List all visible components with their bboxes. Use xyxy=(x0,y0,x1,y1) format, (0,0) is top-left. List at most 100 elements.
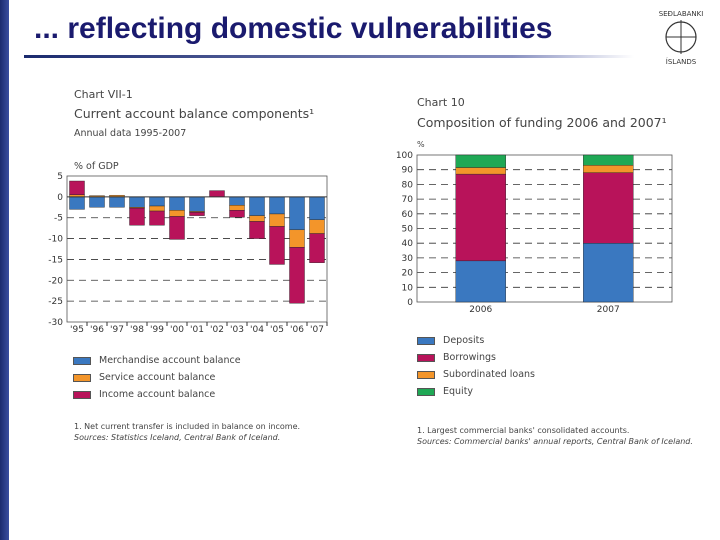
slide-title: ... reflecting domestic vulnerabilities xyxy=(34,12,553,45)
x-tick-label: '07 xyxy=(310,325,324,335)
svg-text:SEÐLABANKI: SEÐLABANKI xyxy=(659,10,704,18)
bar-segment xyxy=(289,247,305,304)
bar-segment xyxy=(169,210,185,217)
bar-segment xyxy=(69,196,85,210)
bar-segment xyxy=(269,196,285,215)
bar-segment xyxy=(309,219,325,234)
y-tick-label: -30 xyxy=(48,318,63,328)
chart2-label: Chart 10 xyxy=(417,96,465,109)
bar-segment xyxy=(309,196,325,221)
y-tick-label: -25 xyxy=(48,297,63,307)
bar-segment xyxy=(169,196,185,211)
slide-edge-bar xyxy=(0,0,9,540)
legend-item: Subordinated loans xyxy=(417,369,535,380)
y-tick-label: 80 xyxy=(402,180,414,190)
y-tick-label: 10 xyxy=(402,283,414,293)
y-tick-label: 100 xyxy=(396,151,413,161)
legend-swatch xyxy=(417,370,435,379)
central-bank-seal-logo: SEÐLABANKI ÍSLANDS xyxy=(659,10,704,66)
svg-text:ÍSLANDS: ÍSLANDS xyxy=(666,57,697,66)
legend-label: Borrowings xyxy=(443,352,496,363)
bar-segment xyxy=(455,260,506,303)
bar-segment xyxy=(229,205,245,211)
chart1-label: Chart VII-1 xyxy=(74,88,133,101)
plot-frame xyxy=(66,175,328,323)
bar-segment xyxy=(189,196,205,212)
chart1-plot: 5 0 -5 -10 -15 -20 -25 -30 '95 '96 '97 '98 '99 '00 '01… xyxy=(48,172,328,335)
x-tick-label: 2007 xyxy=(597,305,620,315)
y-tick-label: 20 xyxy=(402,269,414,279)
chart2-footnote: 1. Largest commercial banks' consolidate… xyxy=(417,426,630,435)
bar-segment xyxy=(583,154,634,166)
bar-segment xyxy=(269,226,285,265)
x-tick-label: '02 xyxy=(210,325,224,335)
chart1-source: Sources: Statistics Iceland, Central Ban… xyxy=(74,433,281,442)
bar-segment xyxy=(583,242,634,303)
y-tick-label: -5 xyxy=(54,214,63,224)
legend-item: Deposits xyxy=(417,335,484,346)
bar-segment xyxy=(249,215,265,222)
title-underline xyxy=(24,55,634,58)
x-tick-label: '97 xyxy=(110,325,124,335)
y-tick-label: 50 xyxy=(402,225,414,235)
x-tick-label: '05 xyxy=(270,325,284,335)
y-tick-label: 90 xyxy=(402,166,414,176)
bar-segment xyxy=(89,196,105,208)
bar-segment xyxy=(129,196,145,208)
x-tick-label: '06 xyxy=(290,325,304,335)
y-tick-label: 0 xyxy=(57,193,63,203)
bar-segment xyxy=(189,212,205,216)
y-tick-label: 30 xyxy=(402,254,414,264)
legend-label: Merchandise account balance xyxy=(99,355,241,366)
y-tick-label: 5 xyxy=(57,172,63,182)
legend-item: Borrowings xyxy=(417,352,496,363)
bar-segment xyxy=(209,190,225,198)
bar-segment xyxy=(455,154,506,168)
legend-item: Service account balance xyxy=(73,372,215,383)
bar-segment xyxy=(169,216,185,240)
bar-segment xyxy=(69,180,85,195)
y-tick-label: 60 xyxy=(402,210,414,220)
legend-label: Equity xyxy=(443,386,474,397)
bar-segment xyxy=(455,167,506,175)
bar-segment xyxy=(289,229,305,248)
bar-segment xyxy=(149,210,165,226)
legend-item: Income account balance xyxy=(73,389,215,400)
legend-swatch xyxy=(417,336,435,345)
legend-label: Service account balance xyxy=(99,372,216,383)
bar-segment xyxy=(583,172,634,244)
bar-segment xyxy=(309,233,325,263)
y-tick-label: -15 xyxy=(48,255,63,265)
x-tick-label: '99 xyxy=(150,325,164,335)
bar-segment xyxy=(149,196,165,207)
legend-swatch xyxy=(73,356,91,365)
legend-item: Equity xyxy=(417,386,473,397)
y-tick-label: 40 xyxy=(402,239,414,249)
x-tick-label: '03 xyxy=(230,325,244,335)
bar-segment xyxy=(289,196,305,231)
bar-segment xyxy=(249,221,265,239)
bar-segment xyxy=(229,196,245,206)
bar-segment xyxy=(249,196,265,216)
chart1-subtitle: Annual data 1995-2007 xyxy=(74,128,187,139)
y-tick-label: -10 xyxy=(48,235,63,245)
x-tick-label: '95 xyxy=(70,325,84,335)
x-tick-label: '01 xyxy=(190,325,204,335)
legend-swatch xyxy=(73,390,91,399)
bar-segment xyxy=(583,165,634,173)
legend-swatch xyxy=(73,373,91,382)
bar-segment xyxy=(229,210,245,218)
chart2-ylabel: % xyxy=(417,140,425,149)
plot-frame xyxy=(416,154,673,303)
y-tick-label: -20 xyxy=(48,276,63,286)
x-tick-label: 2006 xyxy=(469,305,492,315)
y-tick-label: 0 xyxy=(407,298,413,308)
bar-segment xyxy=(129,207,145,226)
bar-segment xyxy=(109,196,125,208)
legend-label: Deposits xyxy=(443,335,485,346)
bar-segment xyxy=(269,213,285,227)
legend-item: Merchandise account balance xyxy=(73,355,241,366)
legend-swatch xyxy=(417,387,435,396)
x-tick-label: '98 xyxy=(130,325,144,335)
